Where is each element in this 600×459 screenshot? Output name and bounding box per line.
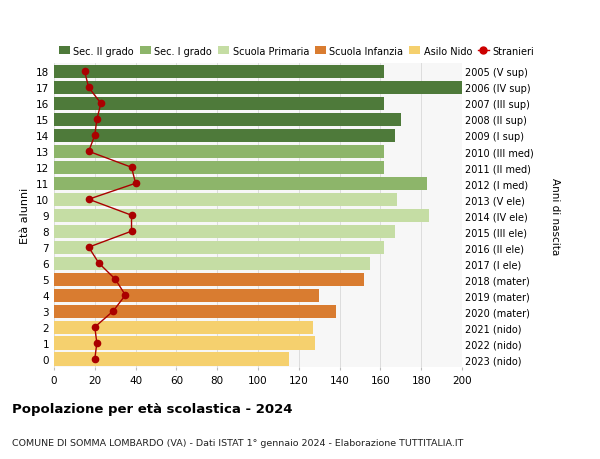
Bar <box>54 321 313 334</box>
Bar <box>54 273 364 286</box>
Bar <box>54 353 289 366</box>
Bar <box>54 129 395 143</box>
Bar <box>54 305 335 318</box>
Bar <box>54 337 315 350</box>
Bar <box>54 193 397 207</box>
Bar <box>54 289 319 302</box>
Bar <box>54 162 385 174</box>
Bar <box>54 241 385 254</box>
Bar <box>54 225 395 238</box>
Legend: Sec. II grado, Sec. I grado, Scuola Primaria, Scuola Infanzia, Asilo Nido, Stran: Sec. II grado, Sec. I grado, Scuola Prim… <box>59 46 535 56</box>
Bar <box>54 177 427 190</box>
Y-axis label: Età alunni: Età alunni <box>20 188 31 244</box>
Bar <box>54 209 430 222</box>
Bar <box>54 257 370 270</box>
Bar <box>54 66 385 79</box>
Y-axis label: Anni di nascita: Anni di nascita <box>550 177 560 254</box>
Bar <box>54 82 462 95</box>
Bar <box>54 98 385 111</box>
Bar <box>54 146 385 158</box>
Text: Popolazione per età scolastica - 2024: Popolazione per età scolastica - 2024 <box>12 403 293 415</box>
Bar <box>54 113 401 127</box>
Text: COMUNE DI SOMMA LOMBARDO (VA) - Dati ISTAT 1° gennaio 2024 - Elaborazione TUTTIT: COMUNE DI SOMMA LOMBARDO (VA) - Dati IST… <box>12 438 463 448</box>
